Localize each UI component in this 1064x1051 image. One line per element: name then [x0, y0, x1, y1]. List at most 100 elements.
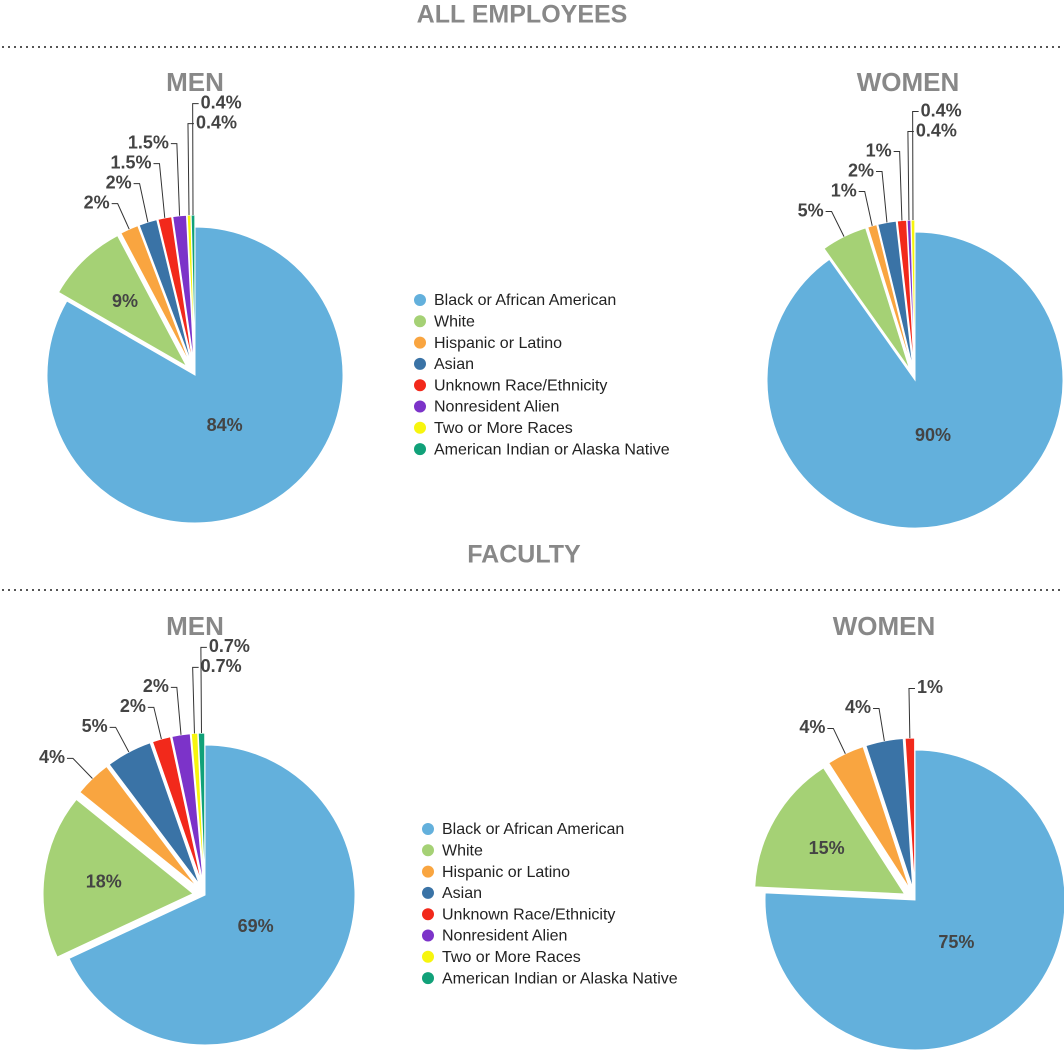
legend-label: Asian [434, 356, 474, 373]
data-label: 4% [799, 717, 825, 737]
data-label: 2% [120, 696, 146, 716]
legend-label: Asian [442, 885, 482, 902]
label-connector [170, 686, 182, 735]
legend-label: White [442, 843, 483, 860]
legend-marker [422, 972, 434, 985]
label-connector [187, 123, 194, 216]
legend-marker [422, 844, 434, 857]
pie-slice [108, 742, 200, 885]
legend-marker [414, 357, 426, 370]
legend-label: White [434, 314, 475, 331]
legend-marker [422, 886, 434, 899]
legend-marker [422, 929, 434, 942]
data-label: 0.4% [196, 112, 237, 132]
data-label: 5% [82, 716, 108, 736]
pie-slice [171, 733, 204, 884]
label-connector [109, 726, 130, 753]
data-label: 2% [143, 676, 169, 696]
label-connector [873, 707, 885, 742]
legend-label: American Indian or Alaska Native [442, 970, 678, 987]
label-connector [192, 103, 199, 216]
data-label: 1% [917, 677, 943, 697]
data-label: 75% [938, 932, 974, 952]
label-connector [66, 757, 93, 779]
legend-marker [422, 908, 434, 921]
label-connector [147, 706, 162, 740]
legend-marker [414, 294, 426, 306]
data-label: 0.4% [201, 92, 242, 112]
legend-marker [414, 400, 426, 413]
legend-label: American Indian or Alaska Native [434, 441, 670, 458]
legend-label: Black or African American [442, 821, 624, 838]
label-connector [170, 143, 181, 216]
pie-slice [46, 226, 344, 524]
data-label: 0.7% [201, 656, 242, 676]
pie-slice [823, 227, 911, 370]
chart-title: WOMEN [833, 611, 936, 641]
pie-slice [904, 737, 916, 889]
label-connector [858, 191, 873, 226]
data-label: 1.5% [110, 152, 151, 172]
pie-slice [42, 798, 195, 958]
data-label: 4% [39, 747, 65, 767]
data-label: 2% [84, 192, 110, 212]
chart-title: MEN [166, 67, 224, 97]
section-title: FACULTY [467, 541, 581, 569]
legend-marker [414, 421, 426, 434]
label-connector [908, 687, 915, 739]
pie-slice [190, 214, 196, 364]
data-label: 4% [845, 697, 871, 717]
pie-slice [157, 216, 194, 364]
data-label: 9% [112, 291, 138, 311]
chart-title: WOMEN [857, 67, 960, 97]
label-connector [111, 203, 130, 230]
data-label: 1.5% [128, 132, 169, 152]
legend-label: Black or African American [434, 292, 616, 309]
data-label: 2% [106, 172, 132, 192]
legend-label: Unknown Race/Ethnicity [434, 377, 607, 394]
legend-label: Nonresident Alien [442, 928, 567, 945]
data-label: 1% [866, 140, 892, 160]
pie-slice [754, 767, 906, 895]
pie-slice [764, 749, 1064, 1051]
data-label: 0.4% [916, 120, 957, 140]
legend-marker [414, 315, 426, 328]
legend-marker [414, 379, 426, 392]
pie-slice [766, 231, 1064, 529]
legend-label: Unknown Race/Ethnicity [442, 906, 615, 923]
data-label: 0.4% [921, 100, 962, 120]
data-label: 15% [809, 838, 845, 858]
label-connector [133, 183, 149, 223]
label-connector [907, 131, 914, 221]
label-connector [876, 171, 888, 223]
data-label: 69% [238, 916, 274, 936]
chart-title: MEN [166, 611, 224, 641]
data-label: 1% [831, 180, 857, 200]
pie-slice [910, 219, 916, 369]
legend-marker [414, 443, 426, 456]
legend-label: Hispanic or Latino [434, 335, 562, 352]
label-connector [827, 727, 846, 754]
pie-slice [138, 219, 192, 364]
data-label: 0.7% [209, 636, 250, 656]
data-label: 84% [207, 415, 243, 435]
data-label: 5% [798, 200, 824, 220]
pie-slice [68, 744, 356, 1046]
legend-label: Hispanic or Latino [442, 864, 570, 881]
label-connector [825, 211, 845, 237]
label-connector [893, 151, 903, 221]
pie-slice [197, 732, 206, 884]
legend-label: Two or More Races [434, 420, 573, 437]
pie-slice [120, 224, 191, 365]
legend-marker [422, 823, 434, 835]
label-connector [192, 666, 199, 734]
label-connector [153, 163, 166, 218]
legend-label: Nonresident Alien [434, 399, 559, 416]
legend-marker [414, 336, 426, 349]
data-label: 18% [86, 871, 122, 891]
legend-marker [422, 950, 434, 963]
pie-slice [57, 234, 188, 368]
legend-marker [422, 865, 434, 878]
legend-label: Two or More Races [442, 949, 581, 966]
